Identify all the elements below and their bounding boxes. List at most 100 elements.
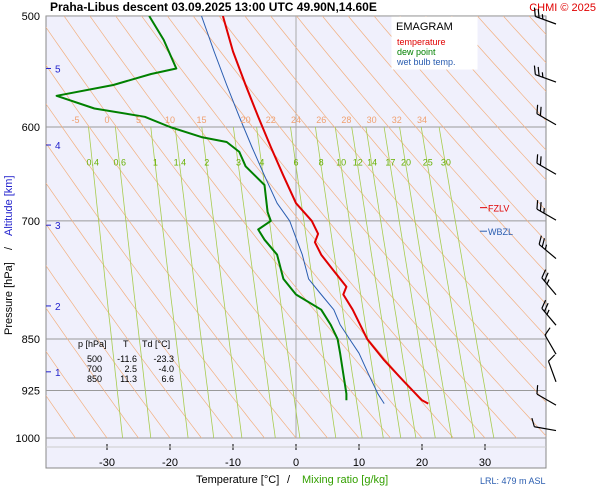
temperature-tick-label: 0 [293,457,299,469]
mixing-ratio-label: 4 [259,157,264,167]
table-cell: -11.6 [117,354,137,364]
dry-adiabat-line [46,142,265,439]
table-cell: 850 [87,374,102,384]
credit-label: CHMI © 2025 [529,2,596,14]
dry-adiabat-label: 26 [316,115,326,125]
legend-temperature: temperature [397,37,446,47]
wind-barb [536,104,557,126]
mixing-ratio-label: 1.4 [174,157,187,167]
level-marker-label: WBZL [488,227,513,237]
dry-adiabat-label: 34 [417,115,427,125]
y-axis-label-secondary: Altitude [km] [3,175,15,236]
series-line-temperature [221,16,429,405]
table-cell: -23.3 [153,354,174,364]
legend-wet-bulb: wet bulb temp. [396,57,456,67]
annotation-layer: 0.4 0.6 1 1.4 2 3 4 6 8 10 12 14 17 20 25 30-5 0 5 10 15 20 2… [71,115,513,237]
mixing-ratio-label: 12 [353,157,363,167]
mixing-ratio-line [399,126,453,439]
dry-adiabat-line [399,16,546,181]
table-cell: 6.6 [161,374,174,384]
dry-adiabat-line [451,16,546,122]
x-axis-label: Temperature [°C] [196,474,279,486]
dry-adiabat-line [46,307,139,439]
temperature-tick-label: -20 [162,457,178,469]
mixing-ratio-line [150,126,189,439]
dry-adiabat-label: 30 [367,115,377,125]
wind-barb [536,200,557,221]
legend-box [391,16,478,70]
grid-layer [46,16,546,439]
pressure-tick-label: 700 [22,216,40,228]
wind-barb [544,327,557,355]
dry-adiabat-label: 0 [104,115,109,125]
legend-dew-point: dew point [397,47,436,57]
mixing-ratio-line [290,126,337,439]
altitude-tick-label: 4 [55,141,61,152]
wind-barb [541,269,557,296]
dry-adiabat-line [244,16,546,370]
series-line-dew-point [55,16,348,401]
mixing-ratio-line [315,126,363,439]
mixing-ratio-line [115,126,152,439]
dry-adiabat-line [373,16,546,211]
mixing-ratio-label: 30 [441,157,451,167]
altitude-tick-label: 1 [55,368,61,379]
temperature-tick-label: 10 [353,457,365,469]
wind-barb [538,235,557,260]
mixing-ratio-label: 14 [367,157,377,167]
mixing-ratio-line [174,126,215,439]
dry-adiabat-line [347,16,546,242]
table-cell: 500 [87,354,102,364]
series-line-wet-bulb-temp [201,16,385,404]
dry-adiabat-line [322,16,546,273]
dry-adiabat-line [270,16,546,337]
temperature-tick-label: 20 [416,457,428,469]
mixing-ratio-line [232,126,276,439]
dry-adiabat-line [192,16,546,437]
mixing-ratio-label: 0.4 [86,157,99,167]
mixing-ratio-line [201,126,243,439]
dry-adiabat-label: 15 [196,115,206,125]
sounding-table: p [hPa] T Td [°C] 500 -11.6 -23.3 700 2.… [78,339,174,384]
dry-adiabat-line [425,16,546,151]
chart-title: Praha-Libus descent 03.09.2025 13:00 UTC… [50,0,377,14]
legend-title: EMAGRAM [396,21,453,33]
wind-barb [536,154,557,175]
table-cell: 2.5 [124,364,137,374]
pressure-tick-label: 925 [22,386,40,398]
wind-barb [533,65,557,83]
table-header-td: Td [°C] [142,339,170,349]
dry-adiabat-line [46,265,171,439]
table-cell: 11.3 [120,374,137,384]
table-cell: 700 [87,364,102,374]
mixing-ratio-line [420,126,476,439]
altitude-tick-label: 2 [55,302,61,313]
y-axis-title: Pressure [hPa] / Altitude [km] [3,175,15,335]
mixing-ratio-line [438,126,495,439]
wind-barb [536,385,557,406]
mixing-ratio-label: 1 [153,157,158,167]
dry-adiabat-line [141,16,486,439]
dry-adiabat-label: 32 [392,115,402,125]
level-marker-label: FZLV [488,204,509,214]
x-axis-separator: / [287,474,291,486]
dry-adiabat-label: 24 [291,115,301,125]
dry-adiabat-line [46,103,297,439]
x-axis-title: Temperature [°C] / Mixing ratio [g/kg] [196,474,388,486]
mixing-ratio-label: 8 [319,157,324,167]
table-header-p: p [hPa] [78,339,107,349]
wind-barb [531,417,557,432]
dry-adiabat-label: -5 [71,115,79,125]
dry-adiabat-line [46,350,108,439]
y-axis-label: Pressure [hPa] [3,262,15,335]
temperature-tick-label: -10 [225,457,241,469]
mixing-ratio-label: 0.6 [114,157,127,167]
dry-adiabat-label: 20 [241,115,251,125]
mixing-ratio-line [383,126,436,439]
wind-barb [547,354,557,383]
temperature-tick-label: 30 [479,457,491,469]
mixing-ratio-label: 3 [236,157,241,167]
dry-adiabat-label: 10 [165,115,175,125]
altitude-tick-label: 5 [55,64,61,75]
